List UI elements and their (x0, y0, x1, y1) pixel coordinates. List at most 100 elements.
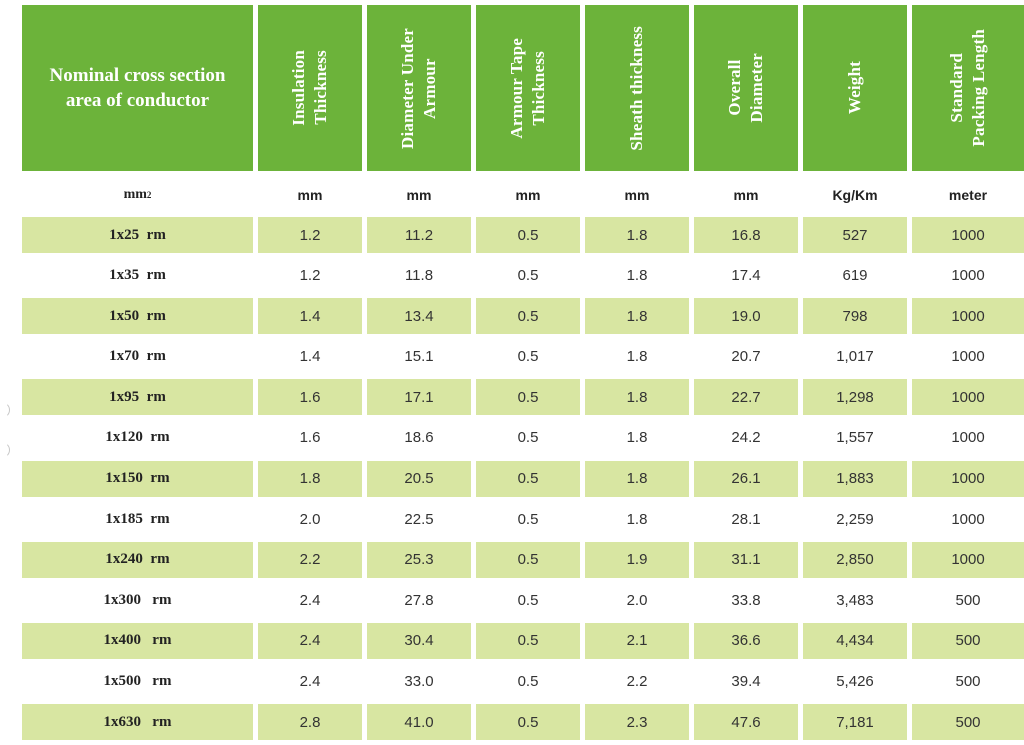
cell-armour-tape: 0.5 (517, 510, 539, 528)
cell-size: 1x25 rm (22, 217, 253, 253)
cell-armour-tape: 0.5 (476, 217, 580, 253)
cell-packing-length: 1000 (912, 217, 1024, 253)
cell-sheath: 1.9 (585, 541, 689, 578)
cell-packing-length: 1000 (951, 429, 985, 447)
cell-weight: 1,883 (803, 460, 907, 497)
cell-packing-length: 1000 (951, 348, 985, 366)
header-overall-diameter: Overall Diameter (694, 5, 798, 171)
cell-insulation: 1.4 (299, 348, 321, 366)
cell-weight: 4,434 (803, 622, 907, 659)
cell-sheath: 1.8 (626, 348, 648, 366)
cell-overall-diameter: 33.8 (731, 591, 761, 609)
cell-insulation: 2.4 (299, 673, 321, 691)
cell-insulation: 1.6 (258, 379, 362, 416)
cell-armour-tape: 0.5 (476, 704, 580, 741)
cell-packing-length: 1000 (951, 510, 985, 528)
cell-packing-length: 500 (912, 704, 1024, 741)
unit-insulation: mm (297, 187, 323, 203)
page-edge-mark (0, 402, 10, 418)
cell-diameter-under-armour: 33.0 (404, 673, 434, 691)
cell-armour-tape: 0.5 (517, 591, 539, 609)
cell-sheath: 1.8 (585, 298, 689, 335)
cell-diameter-under-armour: 41.0 (367, 704, 471, 741)
cell-weight: 619 (842, 267, 868, 285)
cell-diameter-under-armour: 20.5 (367, 460, 471, 497)
unit-weight: Kg/Km (832, 187, 878, 203)
cell-diameter-under-armour: 15.1 (404, 348, 434, 366)
header-label: Standard Packing Length (947, 29, 988, 147)
cell-size: 1x70 rm (109, 348, 166, 365)
cell-size: 1x240 rm (22, 541, 253, 578)
cell-overall-diameter: 22.7 (694, 379, 798, 416)
cell-overall-diameter: 17.4 (731, 267, 761, 285)
cell-sheath: 2.0 (626, 591, 648, 609)
cell-size: 1x50 rm (22, 298, 253, 335)
cell-diameter-under-armour: 22.5 (404, 510, 434, 528)
cell-weight: 7,181 (803, 704, 907, 741)
cell-sheath: 1.8 (626, 267, 648, 285)
cell-size: 1x500 rm (103, 673, 172, 690)
cell-size: 1x185 rm (105, 510, 170, 527)
cell-armour-tape: 0.5 (517, 348, 539, 366)
cell-overall-diameter: 39.4 (731, 673, 761, 691)
cell-overall-diameter: 26.1 (694, 460, 798, 497)
cell-overall-diameter: 20.7 (731, 348, 761, 366)
cell-size: 1x630 rm (22, 704, 253, 741)
cell-packing-length: 1000 (912, 298, 1024, 335)
cell-overall-diameter: 47.6 (694, 704, 798, 741)
cell-diameter-under-armour: 13.4 (367, 298, 471, 335)
page-edge-mark (0, 442, 10, 458)
cell-diameter-under-armour: 25.3 (367, 541, 471, 578)
unit-size-base: mm (123, 187, 147, 202)
header-armour-tape-thickness: Armour Tape Thickness (476, 5, 580, 171)
header-standard-packing-length: Standard Packing Length (912, 5, 1024, 171)
cell-diameter-under-armour: 27.8 (404, 591, 434, 609)
cell-armour-tape: 0.5 (476, 298, 580, 335)
cell-sheath: 1.8 (626, 510, 648, 528)
cell-insulation: 2.0 (299, 510, 321, 528)
cell-weight: 5,426 (836, 673, 874, 691)
cell-weight: 1,017 (836, 348, 874, 366)
cell-overall-diameter: 19.0 (694, 298, 798, 335)
unit-diameter-under-armour: mm (406, 187, 432, 203)
cell-diameter-under-armour: 30.4 (367, 622, 471, 659)
cell-insulation: 2.2 (258, 541, 362, 578)
cell-diameter-under-armour: 18.6 (404, 429, 434, 447)
header-weight: Weight (803, 5, 907, 171)
cell-overall-diameter: 24.2 (731, 429, 761, 447)
cell-sheath: 1.8 (585, 379, 689, 416)
cell-sheath: 2.3 (585, 704, 689, 741)
cell-packing-length: 500 (955, 591, 981, 609)
cell-size: 1x35 rm (109, 267, 166, 284)
cell-overall-diameter: 16.8 (694, 217, 798, 253)
cell-insulation: 1.4 (258, 298, 362, 335)
cell-size: 1x400 rm (22, 622, 253, 659)
cell-weight: 1,298 (803, 379, 907, 416)
cell-packing-length: 500 (912, 622, 1024, 659)
cell-size: 1x120 rm (105, 429, 170, 446)
cell-weight: 2,850 (803, 541, 907, 578)
cell-overall-diameter: 28.1 (731, 510, 761, 528)
unit-packing-length: meter (948, 187, 988, 203)
header-sheath-thickness: Sheath thickness (585, 5, 689, 171)
cell-insulation: 1.2 (299, 267, 321, 285)
cell-size: 1x95 rm (22, 379, 253, 416)
cell-diameter-under-armour: 11.2 (367, 217, 471, 253)
header-label: Insulation Thickness (289, 50, 330, 126)
cell-armour-tape: 0.5 (476, 541, 580, 578)
cell-packing-length: 1000 (912, 379, 1024, 416)
cell-weight: 527 (803, 217, 907, 253)
cell-insulation: 1.6 (299, 429, 321, 447)
cell-sheath: 2.1 (585, 622, 689, 659)
header-label: Armour Tape Thickness (507, 37, 548, 139)
cell-diameter-under-armour: 11.8 (404, 267, 434, 285)
cell-sheath: 1.8 (626, 429, 648, 447)
cell-weight: 798 (803, 298, 907, 335)
cell-packing-length: 500 (955, 673, 981, 691)
unit-overall-diameter: mm (733, 187, 759, 203)
unit-armour-tape: mm (515, 187, 541, 203)
cell-packing-length: 1000 (912, 541, 1024, 578)
cell-armour-tape: 0.5 (476, 460, 580, 497)
cell-weight: 1,557 (836, 429, 874, 447)
header-insulation-thickness: Insulation Thickness (258, 5, 362, 171)
